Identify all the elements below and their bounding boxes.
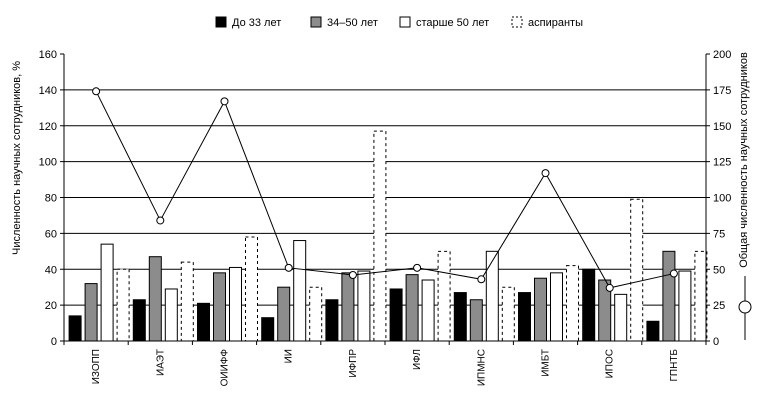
bar bbox=[229, 266, 242, 342]
legend-swatch bbox=[310, 16, 322, 28]
bar bbox=[341, 272, 355, 342]
x-tick-label: ИПОС bbox=[605, 349, 616, 378]
line-point bbox=[477, 275, 486, 284]
legend-label: 34–50 лет bbox=[327, 17, 378, 29]
line-point bbox=[605, 283, 614, 292]
x-tick-label: ИМБТ bbox=[541, 349, 552, 377]
bar bbox=[694, 250, 708, 342]
bar bbox=[357, 270, 371, 342]
bar bbox=[485, 250, 499, 342]
y-left-tick-label: 160 bbox=[39, 49, 57, 61]
total-line-series bbox=[92, 87, 678, 292]
y-right-tick-label: 50 bbox=[713, 264, 725, 276]
bar bbox=[116, 268, 130, 342]
legend-label: старше 50 лет bbox=[416, 17, 489, 29]
bar bbox=[277, 286, 291, 342]
y-right-tick-label: 0 bbox=[713, 336, 719, 348]
line-point bbox=[156, 216, 165, 225]
y-right-tick-label: 200 bbox=[713, 49, 731, 61]
bar bbox=[534, 277, 547, 342]
y-left-tick-label: 120 bbox=[39, 121, 57, 133]
bar bbox=[373, 130, 387, 342]
axes: 0 20 40 60 80 100 120 140 160 0 25 50 75 100 125 150 175… bbox=[39, 49, 732, 386]
y-left-tick-label: 40 bbox=[45, 264, 57, 276]
line-point bbox=[348, 270, 357, 279]
bar bbox=[646, 320, 660, 342]
bar bbox=[614, 293, 628, 342]
y-left-tick-label: 100 bbox=[39, 157, 57, 169]
y-right-tick-label: 100 bbox=[713, 193, 731, 205]
x-tick-label: ИФПР bbox=[348, 349, 359, 378]
bar bbox=[582, 268, 596, 342]
x-tick-label: ИАЭТ bbox=[155, 349, 166, 376]
bar bbox=[678, 270, 692, 342]
line-point bbox=[669, 269, 678, 278]
y-left-tick-label: 80 bbox=[45, 193, 57, 205]
y-right-tick-label: 125 bbox=[713, 157, 731, 169]
line-point bbox=[92, 87, 101, 96]
bar bbox=[550, 272, 563, 342]
y-left-tick-label: 0 bbox=[51, 336, 57, 348]
y-right-tick-label: 25 bbox=[713, 300, 725, 312]
x-tick-label: ИЗОПП bbox=[91, 349, 102, 384]
total-line bbox=[95, 91, 675, 289]
bar bbox=[518, 292, 531, 342]
legend-swatch bbox=[215, 16, 227, 28]
bar bbox=[453, 292, 467, 342]
legend-label: До 33 лет bbox=[232, 17, 281, 29]
bar-series bbox=[68, 130, 708, 342]
legend-swatch bbox=[511, 16, 523, 28]
x-tick-label: ИФЛ bbox=[412, 349, 423, 370]
bar bbox=[132, 299, 146, 342]
legend-swatch bbox=[399, 16, 411, 28]
x-tick-label: ГПНТБ bbox=[669, 349, 680, 382]
bar bbox=[421, 279, 435, 342]
line-point bbox=[220, 97, 229, 106]
x-tick-label: ИПМНС bbox=[476, 349, 487, 386]
y-left-tick-label: 20 bbox=[45, 300, 57, 312]
bar bbox=[164, 288, 178, 342]
legend: До 33 лет 34–50 лет старше 50 лет аспиранты bbox=[215, 16, 583, 29]
bar bbox=[566, 265, 579, 342]
bar bbox=[662, 250, 676, 342]
bar bbox=[325, 299, 339, 342]
bar bbox=[405, 274, 419, 342]
bar bbox=[293, 240, 307, 342]
bar bbox=[501, 286, 515, 342]
bar bbox=[245, 236, 258, 342]
bar bbox=[180, 261, 194, 342]
x-tick-label: ИИ bbox=[284, 349, 295, 363]
bar bbox=[100, 243, 114, 342]
y-right-tick-label: 75 bbox=[713, 228, 725, 240]
line-point bbox=[413, 263, 422, 272]
bar bbox=[84, 283, 98, 342]
legend-label: аспиранты bbox=[528, 17, 583, 29]
bar bbox=[213, 272, 226, 342]
bar bbox=[437, 250, 451, 342]
y-right-tick-label: 175 bbox=[713, 85, 731, 97]
bar bbox=[630, 198, 644, 342]
line-point bbox=[541, 169, 550, 178]
y-left-tick-label: 60 bbox=[45, 228, 57, 240]
bar bbox=[309, 286, 323, 342]
y-left-tick-label: 140 bbox=[39, 85, 57, 97]
bar bbox=[197, 302, 210, 342]
right-axis-line-key bbox=[738, 276, 752, 340]
bar bbox=[389, 288, 403, 342]
line-key-marker bbox=[738, 300, 752, 314]
bar bbox=[469, 299, 483, 342]
bar bbox=[148, 256, 162, 342]
bar bbox=[261, 317, 275, 342]
y-right-tick-label: 150 bbox=[713, 121, 731, 133]
x-tick-label: ОИИФФ bbox=[220, 349, 231, 387]
y-axis-left-label: Численность научных сотрудников, % bbox=[11, 61, 23, 255]
line-point bbox=[284, 263, 293, 272]
bar bbox=[68, 315, 82, 342]
y-axis-right-label: Общая численность научных сотрудников bbox=[738, 52, 750, 268]
